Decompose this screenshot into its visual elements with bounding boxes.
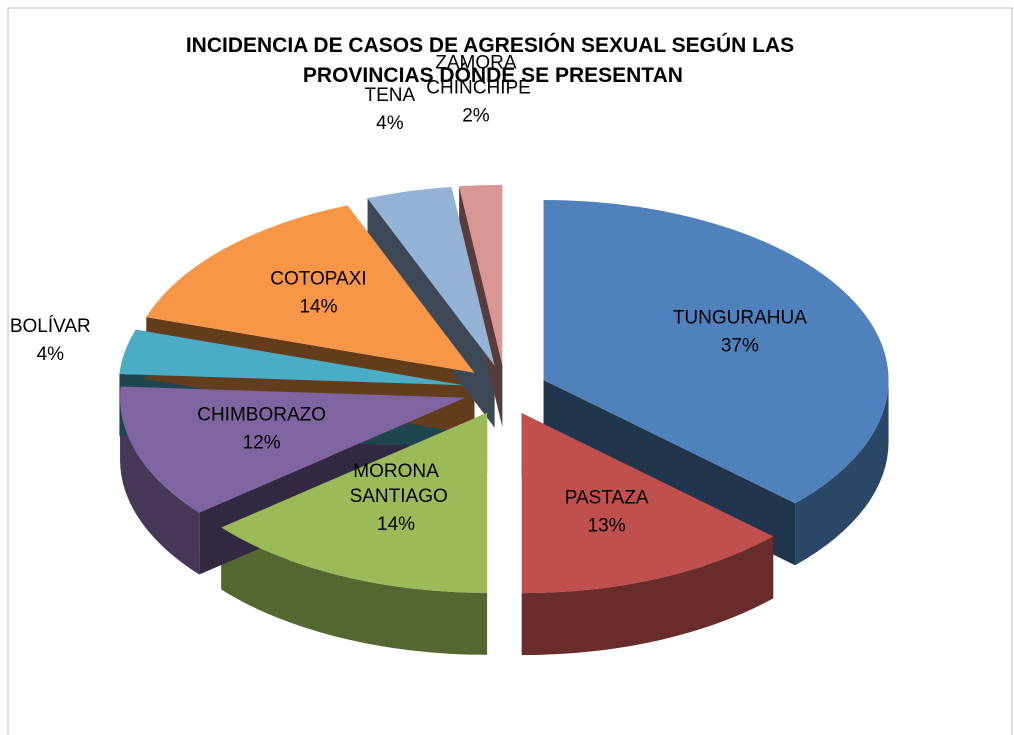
- slice-value-label: 12%: [243, 432, 281, 453]
- slice-category-label: COTOPAXI: [270, 268, 366, 289]
- chart-title: INCIDENCIA DE CASOS DE AGRESIÓN SEXUAL S…: [186, 33, 794, 87]
- slice: [119, 329, 464, 386]
- slice-category-label: BOLÍVAR: [10, 316, 91, 337]
- slice-value-label: 14%: [299, 296, 337, 317]
- slice-value-label: 37%: [721, 336, 759, 357]
- slice: [146, 205, 475, 373]
- slice: [543, 199, 889, 504]
- slice-labels: TUNGURAHUA 37% PASTAZA 13% MORONA SANTIAGO 14…: [10, 53, 807, 537]
- slice-tops: [119, 184, 889, 594]
- slice-category-label: CHIMBORAZO: [197, 404, 326, 425]
- slice-value-label: 4%: [376, 113, 404, 134]
- slice-side: [120, 397, 200, 575]
- slice-category-label: MORONA SANTIAGO: [344, 461, 447, 507]
- slice-category-label: PASTAZA: [565, 488, 649, 509]
- slice-side: [795, 379, 889, 566]
- slice: [521, 413, 774, 594]
- slice-wall: [459, 186, 503, 427]
- slice: [367, 187, 495, 366]
- slice-value-label: 4%: [37, 344, 65, 365]
- slice-category-label: TENA: [365, 85, 416, 106]
- slice-value-label: 14%: [377, 514, 415, 535]
- slice: [459, 184, 503, 365]
- slice-value-label: 2%: [462, 106, 490, 127]
- slice-category-label: TUNGURAHUA: [673, 308, 807, 329]
- slice-side: [521, 536, 774, 656]
- slice: [120, 386, 466, 513]
- slice: [221, 412, 488, 593]
- slice-value-label: 13%: [588, 516, 626, 537]
- slice-category-label: ZAMORA CHINCHIPE: [421, 53, 531, 99]
- slice-side: [221, 527, 488, 655]
